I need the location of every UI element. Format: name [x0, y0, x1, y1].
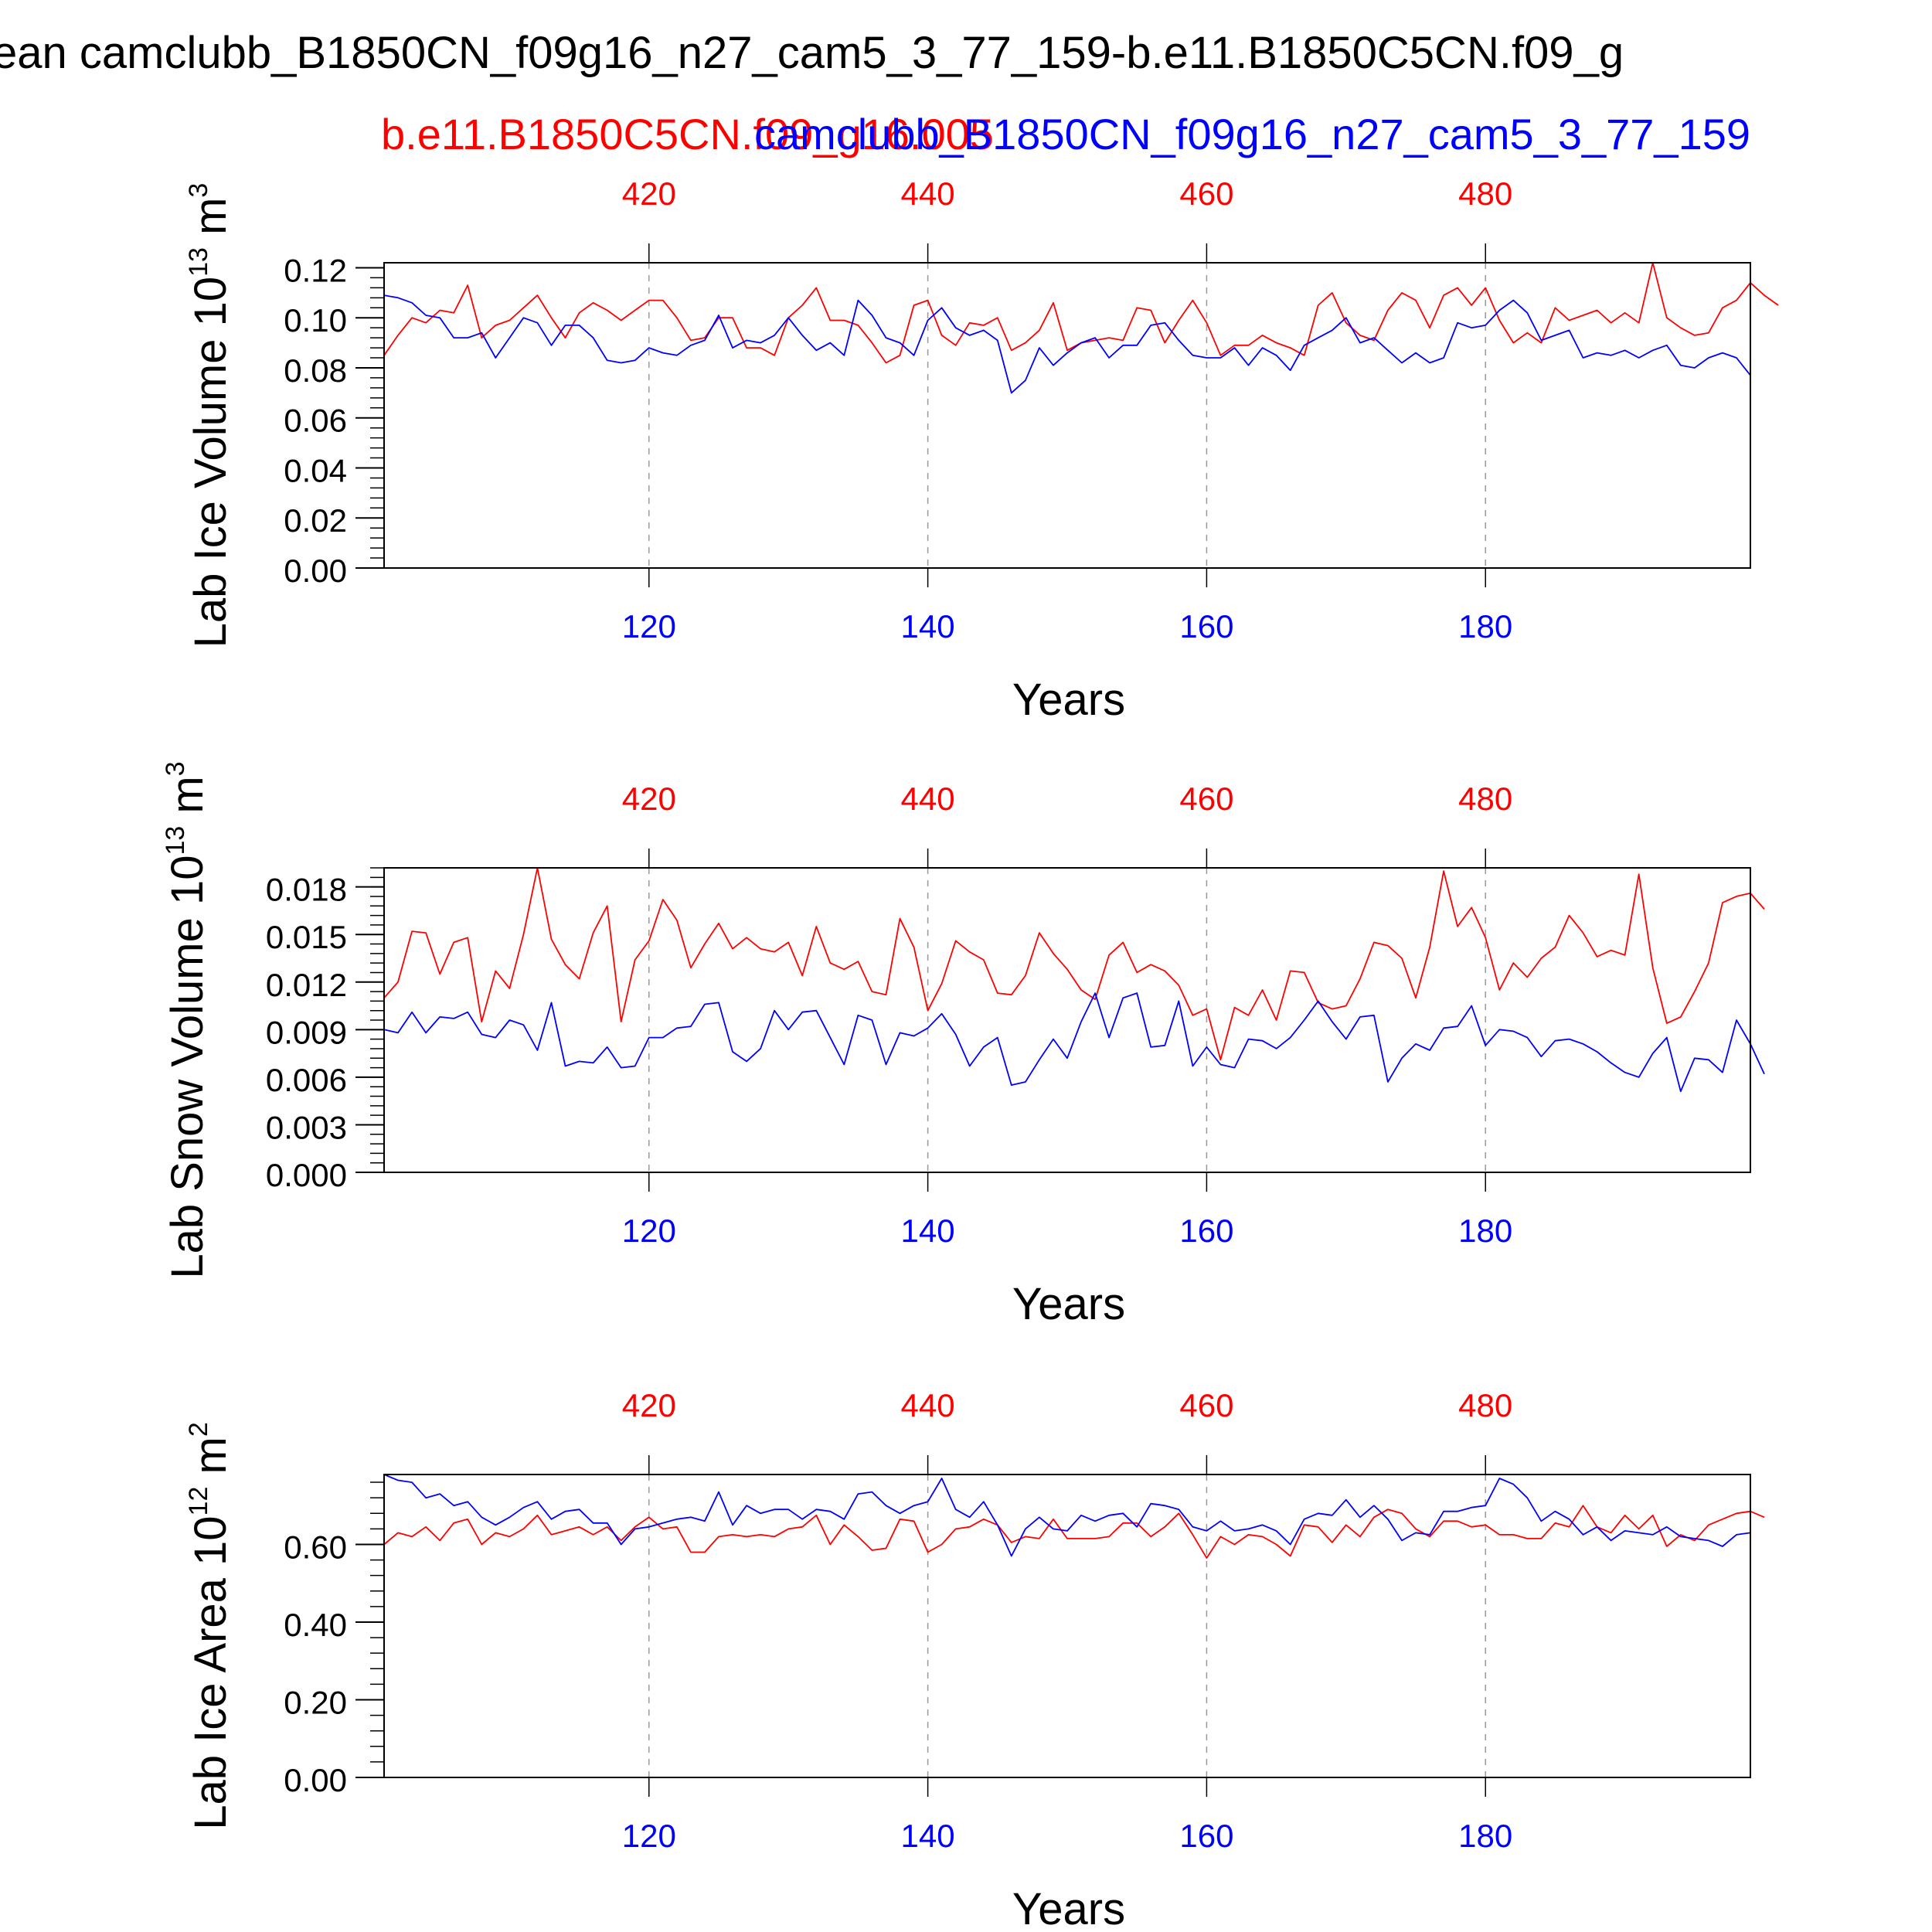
x-tick-label-top: 420 — [622, 781, 676, 817]
y-tick-label: 0.018 — [266, 872, 347, 908]
y-tick-label: 0.009 — [266, 1014, 347, 1050]
y-tick-label: 0.12 — [284, 252, 347, 288]
y-tick-label: 0.015 — [266, 919, 347, 955]
y-axis-title: Lab Ice Area 1012 m2 — [184, 1422, 236, 1830]
y-axis-title: Lab Ice Volume 1013 m3 — [184, 183, 236, 648]
x-tick-label-bottom: 180 — [1458, 1818, 1512, 1854]
plot-frame — [383, 262, 1751, 569]
y-tick-label: 0.08 — [284, 352, 347, 389]
x-tick-label-top: 460 — [1179, 1387, 1233, 1423]
y-tick-label: 0.00 — [284, 1762, 347, 1798]
x-tick-label-top: 420 — [622, 1387, 676, 1423]
series-line-blue — [383, 1474, 1751, 1557]
x-tick-label-top: 440 — [901, 175, 955, 212]
figure-title: ean camclubb_B1850CN_f09g16_n27_cam5_3_7… — [0, 28, 1624, 78]
y-tick-label: 0.006 — [266, 1062, 347, 1098]
x-tick-label-bottom: 140 — [901, 1213, 955, 1249]
y-tick-label: 0.00 — [284, 553, 347, 589]
y-tick-label: 0.02 — [284, 502, 347, 539]
x-tick-label-bottom: 120 — [622, 1818, 676, 1854]
x-tick-label-bottom: 160 — [1179, 1818, 1233, 1854]
y-tick-label: 0.012 — [266, 967, 347, 1003]
x-axis-title: Years — [1012, 1279, 1125, 1329]
x-axis-title: Years — [1012, 675, 1125, 725]
x-tick-label-top: 460 — [1179, 781, 1233, 817]
x-tick-label-top: 460 — [1179, 175, 1233, 212]
x-tick-label-top: 480 — [1458, 175, 1512, 212]
y-tick-label: 0.20 — [284, 1684, 347, 1720]
y-tick-label: 0.003 — [266, 1109, 347, 1145]
x-tick-label-top: 440 — [901, 781, 955, 817]
series-line-red — [383, 867, 1765, 1061]
series-line-blue — [383, 294, 1751, 394]
chart-panel-3: 0.00 0.20 0.40 0.60 120 140 160 180 420 440 460 480… — [184, 1387, 1765, 1932]
case-label-blue: camclubb_B1850CN_f09g16_n27_cam5_3_77_15… — [754, 110, 1750, 158]
chart-panel-2: 0.000 0.003 0.006 0.009 0.012 0.015 0.018 120 14… — [161, 761, 1765, 1329]
y-tick-label: 0.04 — [284, 452, 347, 488]
chart-panel-1: 0.00 0.02 0.04 0.06 0.08 0.10 0.12 120 140 160 180… — [184, 175, 1779, 725]
x-tick-label-bottom: 160 — [1179, 1213, 1233, 1249]
y-tick-label: 0.10 — [284, 302, 347, 338]
x-tick-label-bottom: 180 — [1458, 1213, 1512, 1249]
x-tick-label-bottom: 160 — [1179, 608, 1233, 645]
x-tick-label-bottom: 120 — [622, 1213, 676, 1249]
y-tick-label: 0.40 — [284, 1607, 347, 1643]
x-tick-label-bottom: 140 — [901, 1818, 955, 1854]
x-tick-label-top: 440 — [901, 1387, 955, 1423]
x-tick-label-top: 420 — [622, 175, 676, 212]
x-tick-label-top: 480 — [1458, 1387, 1512, 1423]
x-tick-label-bottom: 120 — [622, 608, 676, 645]
series-line-blue — [383, 992, 1765, 1093]
case-label-red: b.e11.B1850C5CN.f09_g16.005 — [381, 110, 994, 158]
x-tick-label-top: 480 — [1458, 781, 1512, 817]
y-tick-label: 0.000 — [266, 1157, 347, 1193]
x-tick-label-bottom: 180 — [1458, 608, 1512, 645]
panels: 0.00 0.02 0.04 0.06 0.08 0.10 0.12 120 140 160 180… — [161, 175, 1779, 1932]
x-axis-title: Years — [1012, 1884, 1125, 1932]
y-axis-title: Lab Snow Volume 1013 m3 — [161, 761, 213, 1278]
plot-frame — [383, 1474, 1751, 1778]
x-tick-label-bottom: 140 — [901, 608, 955, 645]
y-tick-label: 0.60 — [284, 1529, 347, 1565]
y-tick-label: 0.06 — [284, 403, 347, 439]
